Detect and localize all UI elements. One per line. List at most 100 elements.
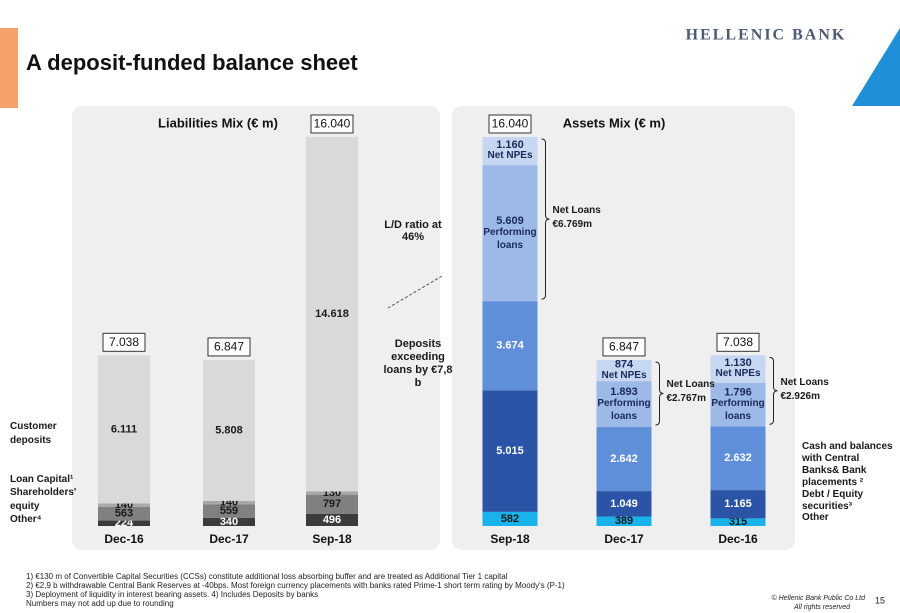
bar-segment <box>710 518 766 526</box>
chart-title: Liabilities Mix (€ m) <box>158 115 278 130</box>
segment-name: Performing loans <box>483 227 537 252</box>
copyright: All rights reserved <box>793 604 850 611</box>
deposits-note: Deposits exceeding loans by €7,8 b <box>383 338 453 389</box>
legend-label: Other⁴ <box>10 514 42 525</box>
ld-ratio: L/D ratio at 46% <box>384 219 442 243</box>
x-tick-label: Dec-16 <box>104 532 144 546</box>
net-loans-value: €2.767m <box>666 393 706 405</box>
segment-label: 582 <box>501 513 519 525</box>
total-box <box>207 337 251 357</box>
total-label: 16.040 <box>314 117 351 131</box>
bar-segment <box>306 491 358 495</box>
total-box <box>602 337 646 357</box>
net-loans-value: €2.926m <box>780 390 820 402</box>
bar-segment <box>98 355 150 504</box>
bar-segment <box>596 491 652 517</box>
legend-label: Debt / Equity securities³ <box>802 489 864 512</box>
legend-label: Shareholders' equity <box>10 487 77 512</box>
x-tick-label: Sep-18 <box>312 532 352 546</box>
segment-name: Net NPEs <box>601 369 647 381</box>
bar-segment <box>596 381 652 428</box>
page-number: 15 <box>875 595 885 605</box>
segment-name: Performing loans <box>597 398 651 423</box>
bar-segment <box>596 427 652 492</box>
bar-segment <box>482 137 538 166</box>
legend-label: Other <box>802 512 829 523</box>
ratio-connector <box>387 275 443 309</box>
total-box <box>310 114 354 134</box>
segment-label: 1.160 <box>496 139 524 151</box>
bar-segment <box>306 136 358 492</box>
bar-segment <box>710 382 766 427</box>
footnote: Numbers may not add up due to rounding <box>26 599 174 608</box>
bar-segment <box>98 520 150 526</box>
footnote: 1) €130 m of Convertible Capital Securit… <box>26 572 508 581</box>
bar-segment <box>203 359 255 501</box>
bar-segment <box>306 513 358 526</box>
x-tick-label: Sep-18 <box>490 532 530 546</box>
legend-label: Cash and balances with Central Banks& Ba… <box>802 441 893 488</box>
segment-name: Net NPEs <box>487 150 533 162</box>
segment-label: 563 <box>115 508 133 520</box>
bar-segment <box>596 359 652 382</box>
assets-panel <box>452 106 795 550</box>
copyright: © Hellenic Bank Public Co Ltd <box>771 595 865 602</box>
brace <box>769 356 778 425</box>
segment-label: 559 <box>220 505 238 517</box>
segment-label: 874 <box>615 358 634 370</box>
segment-label: 315 <box>729 516 747 528</box>
footnote: 3) Deployment of liquidity in interest b… <box>26 590 319 599</box>
bar-segment <box>710 490 766 519</box>
segment-label: 1.796 <box>724 386 752 398</box>
bar-segment <box>98 506 150 521</box>
segment-label: 1.130 <box>724 357 752 369</box>
net-loans-value: €6.769m <box>552 219 592 231</box>
total-label: 7.038 <box>109 335 139 349</box>
logo-shape <box>852 28 900 106</box>
bar-segment <box>710 426 766 491</box>
segment-label: 340 <box>220 516 238 528</box>
net-loans-label: Net Loans <box>780 376 829 388</box>
bar-segment <box>482 390 538 512</box>
logo: HELLENIC BANK <box>686 27 847 44</box>
brace <box>655 361 664 426</box>
slide-title: A deposit-funded balance sheet <box>26 50 358 75</box>
bar-segment <box>203 504 255 518</box>
segment-label: 1.893 <box>610 386 638 398</box>
bar-segment <box>203 517 255 526</box>
bar-segment <box>482 511 538 526</box>
x-tick-label: Dec-17 <box>604 532 644 546</box>
total-label: 6.847 <box>214 340 244 354</box>
accent-bar <box>0 28 18 108</box>
total-label: 7.038 <box>723 335 753 349</box>
total-box <box>716 332 760 352</box>
bar-segment <box>710 355 766 383</box>
bar-segment <box>98 503 150 507</box>
brace <box>541 138 550 300</box>
segment-label: 6.111 <box>111 423 137 435</box>
bar-segment <box>596 516 652 526</box>
segment-label: 5.609 <box>496 215 524 227</box>
segment-label: 2.642 <box>610 453 638 465</box>
legend-label: Loan Capital¹ <box>10 474 74 485</box>
x-tick-label: Dec-16 <box>718 532 758 546</box>
segment-label: 1.049 <box>610 498 638 510</box>
bar-segment <box>482 165 538 302</box>
net-loans-label: Net Loans <box>552 205 601 217</box>
bar-segment <box>203 500 255 505</box>
segment-label: 5.808 <box>215 424 243 436</box>
segment-label: 5.015 <box>496 445 524 457</box>
total-box <box>102 332 146 352</box>
segment-name: Performing loans <box>711 398 765 423</box>
chart-title: Assets Mix (€ m) <box>563 115 666 130</box>
legend-label: Customer deposits <box>10 421 57 446</box>
segment-name: Net NPEs <box>715 368 761 380</box>
footnote: 2) €2,9 b withdrawable Central Bank Rese… <box>26 581 565 590</box>
total-label: 16.040 <box>492 117 529 131</box>
segment-label: 389 <box>615 515 633 527</box>
segment-label: 1.165 <box>724 498 752 510</box>
total-label: 6.847 <box>609 340 639 354</box>
total-box <box>488 114 532 134</box>
